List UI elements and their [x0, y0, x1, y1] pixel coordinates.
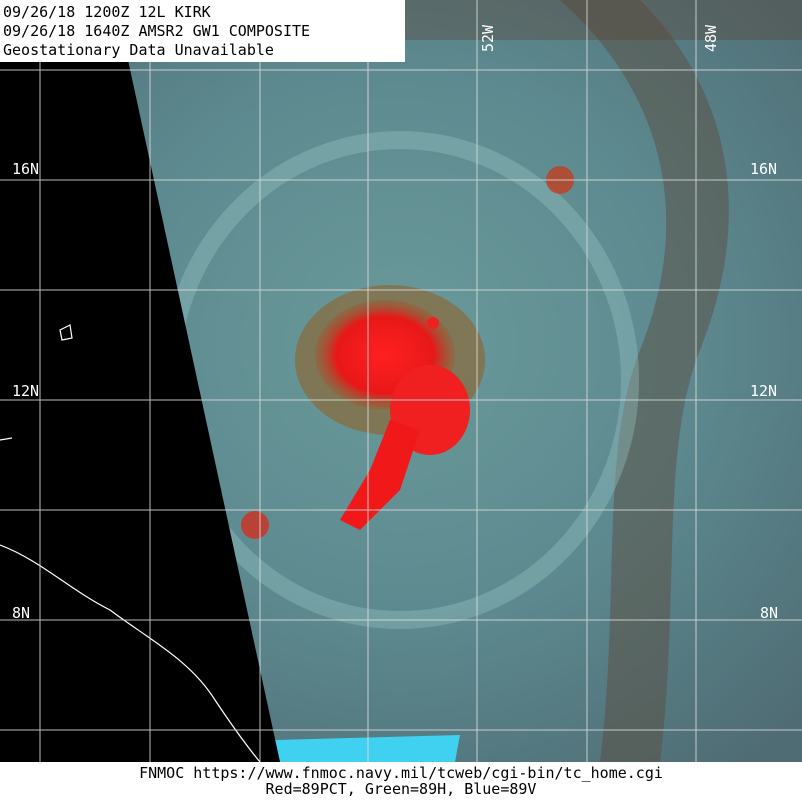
- latitude-label: 12N: [750, 382, 777, 400]
- longitude-label: 52W: [479, 24, 497, 52]
- latitude-label: 8N: [12, 604, 30, 622]
- latitude-label: 12N: [12, 382, 39, 400]
- latitude-label: 16N: [12, 160, 39, 178]
- footer-line: Red=89PCT, Green=89H, Blue=89V: [266, 780, 537, 798]
- no-data-swath: [0, 0, 280, 762]
- longitude-label: 48W: [702, 24, 720, 52]
- footer-line: FNMOC https://www.fnmoc.navy.mil/tcweb/c…: [139, 764, 663, 782]
- header-line: 09/26/18 1200Z 12L KIRK: [3, 3, 211, 21]
- convection: [427, 317, 439, 329]
- latitude-label: 8N: [760, 604, 778, 622]
- header-line: Geostationary Data Unavailable: [3, 41, 274, 59]
- dry-band: [560, 0, 729, 762]
- latitude-label: 16N: [750, 160, 777, 178]
- convection: [241, 511, 269, 539]
- header-box: [0, 0, 405, 62]
- coastline: [0, 324, 73, 441]
- rainband-core: [340, 420, 420, 530]
- header-line: 09/26/18 1640Z AMSR2 GW1 COMPOSITE: [3, 22, 310, 40]
- graticule: [0, 0, 802, 762]
